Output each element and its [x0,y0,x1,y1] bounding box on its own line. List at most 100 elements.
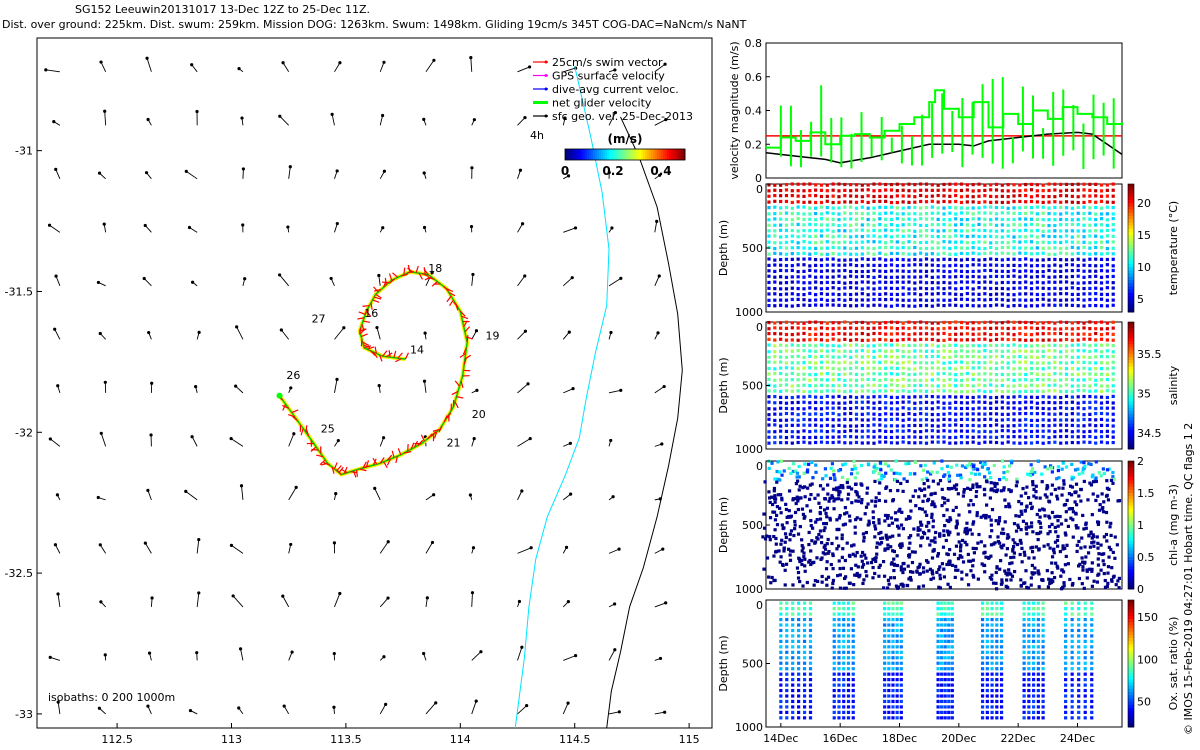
section-point [1024,217,1028,221]
section-point [1035,326,1039,331]
section-point [1059,338,1063,342]
section-point [1029,182,1034,186]
section-point [1074,524,1078,528]
section-point [1035,228,1039,233]
section-point [983,462,987,466]
section-point [773,251,777,255]
swim-vector [362,341,370,346]
section-point [1047,378,1051,382]
section-point [895,471,899,475]
section-point [790,268,794,273]
section-point [1059,275,1063,279]
section-point [1037,520,1041,524]
section-point [884,366,888,370]
section-point [849,304,853,308]
section-point [1006,373,1010,377]
section-point [1018,223,1022,227]
section-point [1024,235,1028,239]
section-point [773,494,777,498]
section-point [773,371,777,376]
section-point [808,430,812,434]
section-point [866,395,870,399]
section-point [1111,354,1115,359]
section-point [849,567,853,571]
section-point [808,406,812,410]
section-point [1062,479,1066,483]
section-point [831,275,835,279]
section-point [808,349,812,353]
section-point [936,678,940,682]
section-point [1076,251,1080,256]
section-point [1012,395,1016,399]
section-point [924,303,929,308]
section-point [773,188,777,192]
section-point [1096,494,1100,498]
section-point [860,559,864,563]
section-point [932,461,936,465]
section-point [1088,246,1092,250]
section-point [837,355,841,359]
section-point [790,246,794,250]
section-point [1013,569,1017,574]
section-point [965,297,969,302]
section-point [1012,269,1016,273]
section-colorbar-cell [1128,429,1134,434]
section-colorbar-cell [1128,404,1134,409]
section-point [980,601,985,605]
current-vector-head [609,438,613,443]
section-point [1046,532,1050,536]
section-point [1111,240,1115,244]
section-point [1094,257,1098,261]
section-point [819,229,824,233]
section-point [866,200,870,205]
section-point [1006,361,1010,365]
section-point [1090,536,1094,540]
section-point [1059,355,1063,359]
section-point [830,586,834,590]
section-point [831,269,835,273]
section-point [1053,389,1057,393]
section-point [1059,395,1063,400]
section-point [873,571,877,576]
section-point [796,211,800,216]
section-point [831,229,835,233]
section-point [782,469,786,473]
section-point [806,468,810,472]
current-vector-head [237,706,241,710]
section-point [983,344,987,348]
section-point [792,533,796,538]
section-point [1076,388,1080,393]
swim-vector [427,433,433,440]
section-point [790,321,794,325]
section-point [901,245,905,250]
section-point [1079,499,1083,503]
section-point [977,321,981,325]
section-point [819,440,824,444]
section-point [837,297,841,302]
section-point [1029,229,1034,233]
colorbar-cell [605,149,608,160]
section-point [773,435,777,439]
current-vector [608,649,616,661]
section-point [1105,343,1109,347]
section-point [849,281,853,285]
section-point [1041,286,1045,290]
section-point [819,287,824,291]
section-point [1025,532,1029,536]
section-point [772,489,776,493]
colorbar-unit: (m/s) [608,132,643,146]
colorbar-cell [623,149,626,160]
section-point [884,349,888,353]
section-colorbar-cell [1128,518,1134,523]
section-point [850,467,854,472]
section-point [795,471,799,475]
section-point [866,263,870,267]
section-point [1019,528,1023,532]
section-point [837,401,841,405]
section-point [1070,360,1074,365]
colorbar-cell [597,149,600,160]
section-point [895,251,899,256]
section-point [893,511,898,515]
current-vector [55,275,61,287]
section-point [854,286,859,290]
